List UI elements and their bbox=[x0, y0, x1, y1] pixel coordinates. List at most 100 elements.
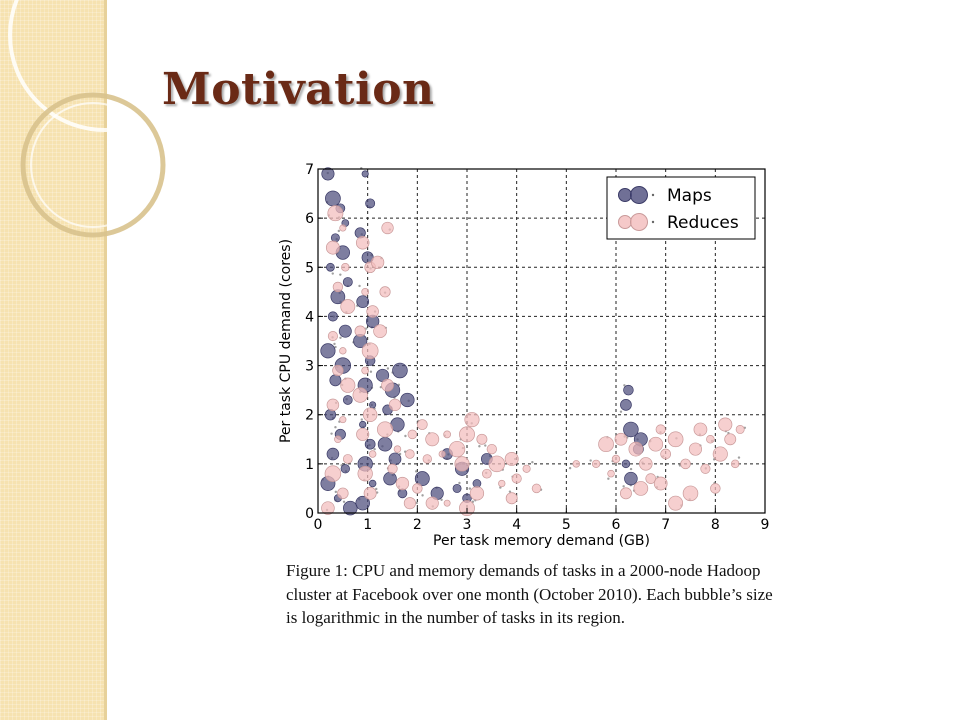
reduces-bubble bbox=[628, 441, 644, 457]
decor-ring-top bbox=[8, 0, 202, 132]
reduces-bubble bbox=[706, 435, 715, 444]
maps-bubble bbox=[623, 421, 639, 438]
reduces-bubble bbox=[339, 224, 347, 232]
scatter-speck bbox=[330, 432, 333, 435]
reduces-bubble bbox=[361, 288, 370, 296]
maps-bubble bbox=[338, 324, 352, 338]
reduces-bubble bbox=[619, 487, 632, 500]
reduces-bubble bbox=[381, 378, 394, 392]
y-tick-label: 1 bbox=[305, 457, 314, 473]
reduces-bubble bbox=[379, 286, 391, 298]
reduces-bubble bbox=[718, 417, 733, 432]
reduces-bubble bbox=[332, 364, 344, 377]
y-axis-label: Per task CPU demand (cores) bbox=[278, 239, 294, 443]
legend-box bbox=[606, 176, 756, 240]
maps-bubble bbox=[365, 198, 376, 209]
reduces-bubble bbox=[504, 451, 519, 466]
maps-bubble bbox=[329, 374, 342, 387]
reduces-bubble bbox=[459, 426, 475, 443]
x-tick-label: 6 bbox=[612, 517, 621, 533]
scatter-speck bbox=[414, 470, 418, 473]
reduces-bubble bbox=[700, 463, 711, 474]
reduces-bubble bbox=[361, 342, 379, 360]
reduces-bubble bbox=[412, 483, 423, 494]
reduces-bubble bbox=[660, 448, 672, 460]
scatter-speck bbox=[468, 487, 472, 490]
scatter-speck bbox=[415, 501, 418, 505]
figure-caption: Figure 1: CPU and memory demands of task… bbox=[286, 561, 773, 627]
scatter-speck bbox=[339, 273, 342, 276]
maps-bubble bbox=[621, 459, 631, 469]
reduces-bubble bbox=[645, 473, 657, 484]
reduces-bubble bbox=[326, 398, 340, 412]
reduces-bubble bbox=[387, 463, 398, 474]
reduces-bubble bbox=[373, 324, 387, 339]
maps-bubble bbox=[359, 420, 367, 429]
reduces-bubble bbox=[486, 443, 497, 455]
scatter-speck bbox=[607, 477, 610, 480]
reduces-bubble bbox=[476, 433, 488, 445]
reduces-bubble bbox=[334, 435, 342, 444]
reduces-bubble bbox=[488, 455, 506, 473]
reduces-bubble bbox=[377, 421, 394, 438]
reduces-bubble bbox=[355, 235, 370, 250]
y-tick-label: 5 bbox=[305, 260, 314, 276]
plot-frame bbox=[317, 168, 766, 514]
maps-bubble bbox=[355, 495, 370, 511]
reduces-bubble bbox=[614, 432, 628, 446]
decor-ring-mid-inner bbox=[30, 102, 156, 228]
reduces-bubble bbox=[340, 377, 356, 393]
scatter-speck bbox=[531, 460, 534, 464]
reduces-bubble bbox=[572, 460, 581, 468]
legend-marker-speck bbox=[651, 220, 655, 224]
scatter-speck bbox=[339, 336, 342, 340]
scatter-speck bbox=[334, 490, 338, 494]
maps-bubble bbox=[368, 479, 377, 488]
x-tick-label: 7 bbox=[661, 517, 670, 533]
reduces-bubble bbox=[324, 465, 342, 482]
scatter-speck bbox=[375, 487, 378, 491]
legend-label: Reduces bbox=[667, 213, 739, 233]
scatter-speck bbox=[386, 367, 390, 370]
reduces-bubble bbox=[425, 496, 439, 510]
scatter-speck bbox=[629, 467, 633, 471]
reduces-bubble bbox=[352, 387, 368, 403]
reduces-bubble bbox=[438, 450, 446, 458]
maps-bubble bbox=[392, 362, 408, 379]
maps-bubble bbox=[369, 401, 377, 409]
legend-label: Maps bbox=[667, 186, 712, 206]
maps-bubble bbox=[330, 233, 340, 243]
x-axis-label: Per task memory demand (GB) bbox=[433, 533, 650, 549]
x-tick-label: 1 bbox=[363, 517, 372, 533]
scatter-speck bbox=[333, 342, 336, 346]
reduces-bubble bbox=[321, 501, 335, 515]
reduces-bubble bbox=[403, 497, 416, 510]
reduces-bubble bbox=[598, 436, 614, 453]
reduces-bubble bbox=[327, 331, 338, 342]
legend-marker-large bbox=[630, 186, 648, 204]
reduces-bubble bbox=[655, 424, 666, 435]
maps-bubble bbox=[356, 295, 370, 309]
reduces-bubble bbox=[688, 442, 703, 456]
maps-bubble bbox=[364, 438, 376, 450]
reduces-bubble bbox=[639, 457, 653, 471]
scatter-speck bbox=[334, 345, 337, 349]
maps-bubble bbox=[320, 343, 336, 359]
reduces-bubble bbox=[422, 454, 432, 464]
scatter-speck bbox=[508, 490, 512, 493]
reduces-bubble bbox=[327, 205, 344, 222]
scatter-speck bbox=[358, 284, 361, 288]
scatter-speck bbox=[331, 272, 334, 275]
maps-bubble bbox=[388, 452, 402, 466]
reduces-bubble bbox=[511, 473, 522, 484]
reduces-bubble bbox=[416, 419, 428, 430]
y-tick-label: 6 bbox=[305, 211, 314, 227]
maps-bubble bbox=[620, 399, 632, 411]
maps-bubble bbox=[321, 167, 335, 181]
maps-bubble bbox=[327, 311, 338, 322]
y-tick-label: 3 bbox=[305, 359, 314, 375]
reduces-bubble bbox=[724, 433, 737, 446]
reduces-bubble bbox=[363, 486, 377, 500]
reduces-bubble bbox=[522, 464, 531, 473]
